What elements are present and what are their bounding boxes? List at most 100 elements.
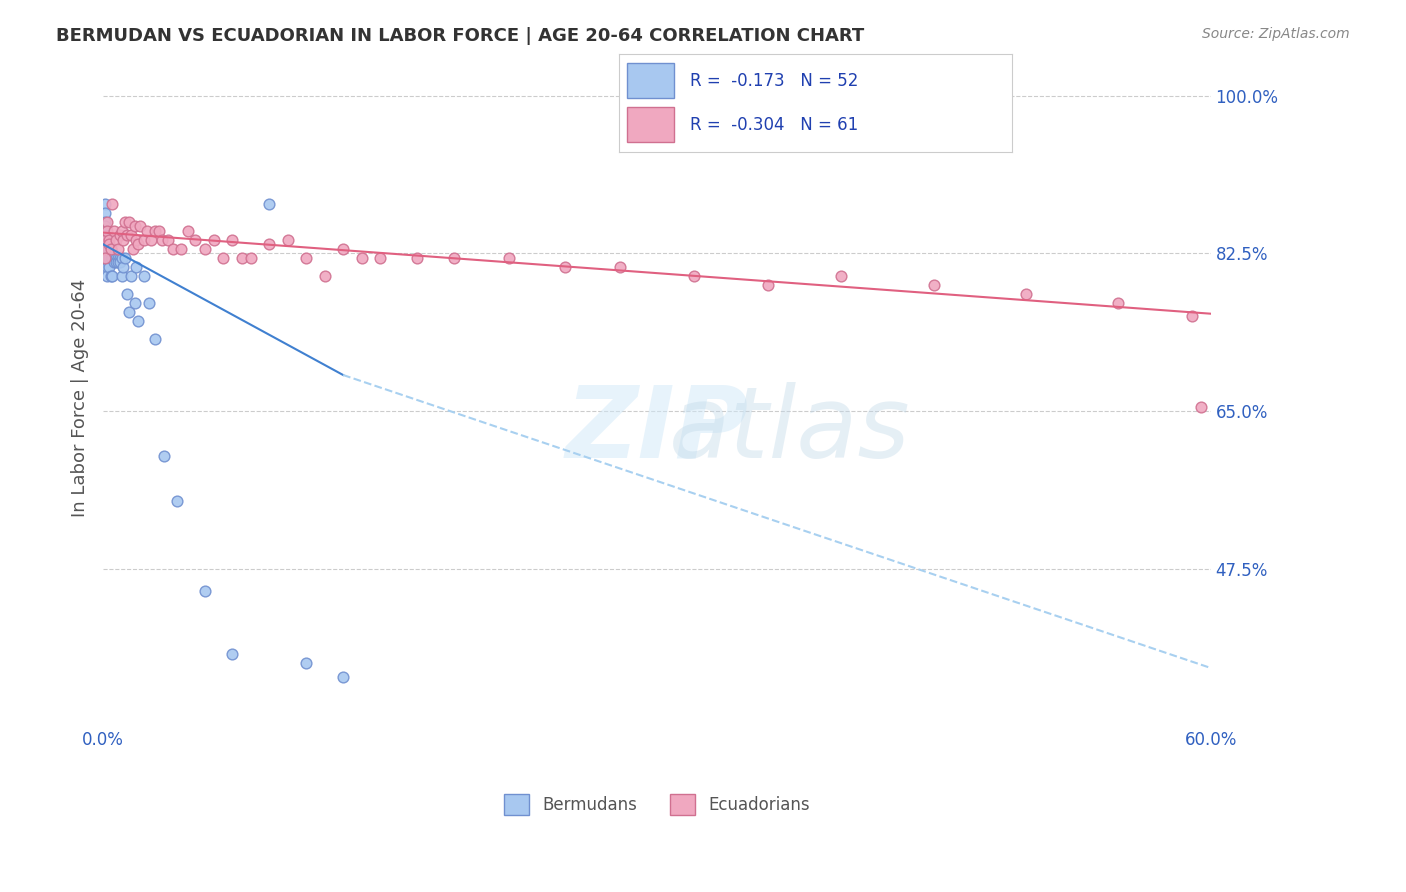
Point	[94, 219, 117, 234]
Point	[239, 251, 262, 265]
Point	[97, 260, 120, 274]
Point	[406, 251, 429, 265]
Point	[100, 242, 122, 256]
Point	[221, 648, 243, 662]
Point	[114, 251, 136, 265]
Text: ZIP: ZIP	[565, 382, 748, 479]
Point	[332, 670, 354, 684]
Y-axis label: In Labor Force | Age 20-64: In Labor Force | Age 20-64	[72, 278, 89, 516]
Point	[756, 277, 779, 292]
Point	[132, 268, 155, 283]
Point	[194, 242, 217, 256]
Point	[94, 237, 117, 252]
Point	[101, 196, 124, 211]
Point	[143, 332, 166, 346]
Point	[94, 255, 117, 269]
Point	[498, 251, 520, 265]
Point	[94, 242, 117, 256]
Point	[94, 196, 117, 211]
Point	[114, 215, 136, 229]
Point	[150, 233, 173, 247]
Point	[350, 251, 373, 265]
Point	[259, 237, 281, 252]
Point	[94, 251, 117, 265]
Point	[118, 305, 141, 319]
Point	[166, 494, 188, 508]
Point	[96, 215, 118, 229]
Point	[97, 237, 120, 252]
Point	[169, 242, 191, 256]
Point	[108, 255, 131, 269]
Point	[121, 242, 143, 256]
Text: atlas: atlas	[669, 382, 911, 479]
Point	[124, 296, 146, 310]
Point	[143, 224, 166, 238]
Point	[103, 224, 125, 238]
Point	[295, 657, 318, 671]
Point	[221, 233, 243, 247]
Point	[127, 314, 149, 328]
Point	[554, 260, 576, 274]
Text: Source: ZipAtlas.com: Source: ZipAtlas.com	[1202, 27, 1350, 41]
Point	[124, 219, 146, 234]
Point	[295, 251, 318, 265]
Point	[202, 233, 225, 247]
Point	[101, 268, 124, 283]
Point	[101, 251, 124, 265]
Point	[830, 268, 852, 283]
Point	[368, 251, 391, 265]
Point	[107, 255, 129, 269]
Text: R =  -0.173   N = 52: R = -0.173 N = 52	[689, 72, 858, 90]
Point	[443, 251, 465, 265]
Point	[103, 251, 125, 265]
Point	[609, 260, 631, 274]
Point	[156, 233, 179, 247]
FancyBboxPatch shape	[627, 108, 673, 142]
Point	[1015, 286, 1038, 301]
Point	[115, 286, 138, 301]
Point	[314, 268, 336, 283]
Point	[94, 233, 117, 247]
Point	[177, 224, 200, 238]
Point	[129, 219, 152, 234]
Point	[1181, 310, 1204, 324]
Point	[120, 228, 142, 243]
Point	[125, 260, 148, 274]
Point	[107, 251, 129, 265]
Point	[108, 251, 131, 265]
Point	[94, 233, 117, 247]
Point	[97, 242, 120, 256]
Point	[96, 224, 118, 238]
Point	[682, 268, 704, 283]
Point	[184, 233, 207, 247]
Point	[212, 251, 235, 265]
Point	[100, 268, 122, 283]
Point	[118, 215, 141, 229]
Point	[112, 233, 135, 247]
Point	[139, 233, 162, 247]
Point	[194, 584, 217, 599]
Point	[105, 251, 128, 265]
Point	[1191, 400, 1213, 414]
FancyBboxPatch shape	[627, 63, 673, 98]
Point	[136, 224, 159, 238]
Text: R =  -0.304   N = 61: R = -0.304 N = 61	[689, 116, 858, 134]
Point	[125, 233, 148, 247]
Point	[112, 260, 135, 274]
Point	[94, 251, 117, 265]
Point	[110, 251, 132, 265]
Point	[94, 228, 117, 243]
Point	[231, 251, 253, 265]
Point	[96, 260, 118, 274]
Point	[110, 224, 132, 238]
Point	[100, 242, 122, 256]
Point	[97, 251, 120, 265]
Point	[94, 205, 117, 219]
Point	[162, 242, 184, 256]
Point	[148, 224, 170, 238]
Point	[115, 228, 138, 243]
Point	[138, 296, 160, 310]
Point	[108, 228, 131, 243]
Point	[105, 255, 128, 269]
Point	[100, 251, 122, 265]
